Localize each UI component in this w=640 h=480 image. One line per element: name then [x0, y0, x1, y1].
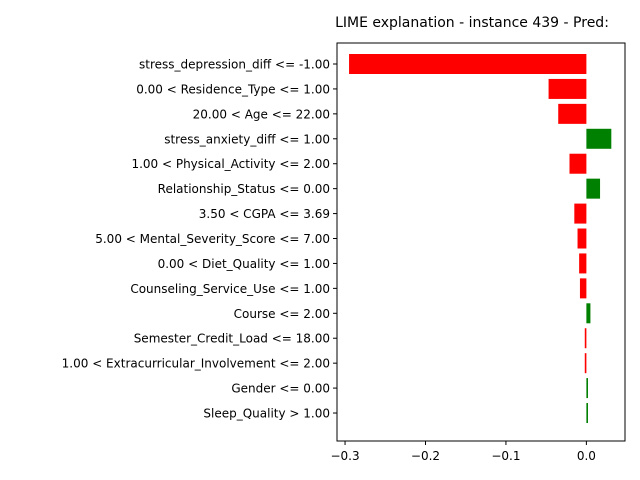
bar-1-00-extracurricular-involvement-2-00 [584, 353, 587, 374]
bar-20-00-age-22-00 [558, 103, 587, 124]
bar-0-00-residence-type-1-00 [548, 78, 587, 99]
x-axis-ticks: −0.3 −0.2 −0.1 0.0 [330, 441, 596, 463]
y-label-course-2-00: Course <= 2.00 [234, 307, 330, 321]
bar-sleep-quality-1-00 [586, 403, 588, 424]
x-tick-label: −0.2 [411, 449, 440, 463]
bar-0-00-diet-quality-1-00 [579, 253, 587, 274]
y-label-stress-anxiety-diff-1-00: stress_anxiety_diff <= 1.00 [164, 132, 330, 146]
bars-group [349, 54, 612, 424]
bar-relationship-status-0-00 [586, 178, 601, 199]
y-label-1-00-physical-activity-2-00: 1.00 < Physical_Activity <= 2.00 [131, 157, 330, 171]
bar-gender-0-00 [586, 378, 588, 399]
bar-1-00-physical-activity-2-00 [569, 153, 587, 174]
x-tick-label: −0.1 [491, 449, 520, 463]
y-label-gender-0-00: Gender <= 0.00 [231, 382, 330, 396]
y-tick-labels: stress_depression_diff <= -1.00 0.00 < Re… [62, 58, 337, 421]
bar-3-50-cgpa-3-69 [574, 203, 587, 224]
bar-counseling-service-use-1-00 [579, 278, 587, 299]
y-label-stress-depression-diff-1-00: stress_depression_diff <= -1.00 [139, 58, 330, 72]
x-tick-label: 0.0 [577, 449, 596, 463]
x-tick-label: −0.3 [330, 449, 359, 463]
bar-stress-anxiety-diff-1-00 [586, 128, 612, 149]
y-label-counseling-service-use-1-00: Counseling_Service_Use <= 1.00 [130, 282, 330, 296]
bar-stress-depression-diff-1-00 [349, 54, 587, 74]
bar-semester-credit-load-18-00 [584, 328, 587, 349]
y-label-semester-credit-load-18-00: Semester_Credit_Load <= 18.00 [134, 332, 330, 346]
bar-5-00-mental-severity-score-7-00 [577, 228, 587, 249]
y-label-3-50-cgpa-3-69: 3.50 < CGPA <= 3.69 [199, 207, 330, 221]
y-label-relationship-status-0-00: Relationship_Status <= 0.00 [158, 182, 330, 196]
chart-title: LIME explanation - instance 439 - Pred: [335, 15, 609, 31]
plot-frame [336, 42, 626, 442]
y-label-0-00-diet-quality-1-00: 0.00 < Diet_Quality <= 1.00 [158, 257, 330, 271]
y-label-20-00-age-22-00: 20.00 < Age <= 22.00 [193, 107, 330, 121]
y-label-1-00-extracurricular-involvement-2-00: 1.00 < Extracurricular_Involvement <= 2.… [62, 357, 330, 371]
bar-course-2-00 [586, 303, 591, 324]
y-label-sleep-quality-1-00: Sleep_Quality > 1.00 [203, 407, 330, 421]
y-label-5-00-mental-severity-score-7-00: 5.00 < Mental_Severity_Score <= 7.00 [95, 232, 330, 246]
y-label-0-00-residence-type-1-00: 0.00 < Residence_Type <= 1.00 [136, 82, 330, 96]
